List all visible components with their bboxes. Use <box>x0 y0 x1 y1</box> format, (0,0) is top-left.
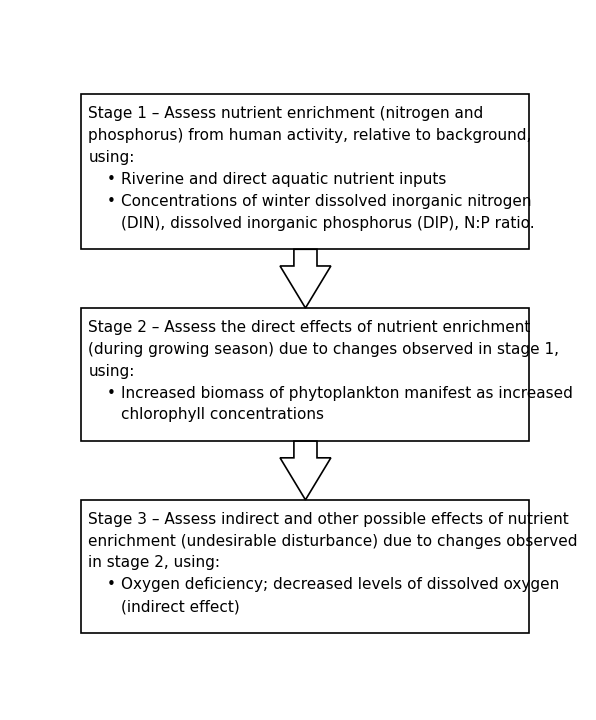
Text: in stage 2, using:: in stage 2, using: <box>88 555 221 570</box>
Text: Stage 2 – Assess the direct effects of nutrient enrichment: Stage 2 – Assess the direct effects of n… <box>88 320 530 335</box>
Bar <box>82 500 529 633</box>
Text: (DIN), dissolved inorganic phosphorus (DIP), N:P ratio.: (DIN), dissolved inorganic phosphorus (D… <box>120 215 535 230</box>
Text: •: • <box>107 385 116 400</box>
Text: Stage 1 – Assess nutrient enrichment (nitrogen and: Stage 1 – Assess nutrient enrichment (ni… <box>88 106 483 121</box>
Text: using:: using: <box>88 150 135 165</box>
Text: Riverine and direct aquatic nutrient inputs: Riverine and direct aquatic nutrient inp… <box>120 172 446 186</box>
Text: •: • <box>107 577 116 593</box>
Text: Increased biomass of phytoplankton manifest as increased: Increased biomass of phytoplankton manif… <box>120 385 573 400</box>
Text: chlorophyll concentrations: chlorophyll concentrations <box>120 408 324 423</box>
Text: Stage 3 – Assess indirect and other possible effects of nutrient: Stage 3 – Assess indirect and other poss… <box>88 512 569 526</box>
Text: •: • <box>107 172 116 186</box>
Text: (indirect effect): (indirect effect) <box>120 599 240 614</box>
Text: Concentrations of winter dissolved inorganic nitrogen: Concentrations of winter dissolved inorg… <box>120 194 531 209</box>
Text: (during growing season) due to changes observed in stage 1,: (during growing season) due to changes o… <box>88 342 560 356</box>
Polygon shape <box>280 249 331 308</box>
Polygon shape <box>280 441 331 500</box>
Text: phosphorus) from human activity, relative to background,: phosphorus) from human activity, relativ… <box>88 128 532 143</box>
Bar <box>82 308 529 441</box>
Text: •: • <box>107 194 116 209</box>
Bar <box>82 94 529 249</box>
Text: enrichment (undesirable disturbance) due to changes observed: enrichment (undesirable disturbance) due… <box>88 534 578 549</box>
Text: Oxygen deficiency; decreased levels of dissolved oxygen: Oxygen deficiency; decreased levels of d… <box>120 577 559 593</box>
Text: using:: using: <box>88 364 135 379</box>
